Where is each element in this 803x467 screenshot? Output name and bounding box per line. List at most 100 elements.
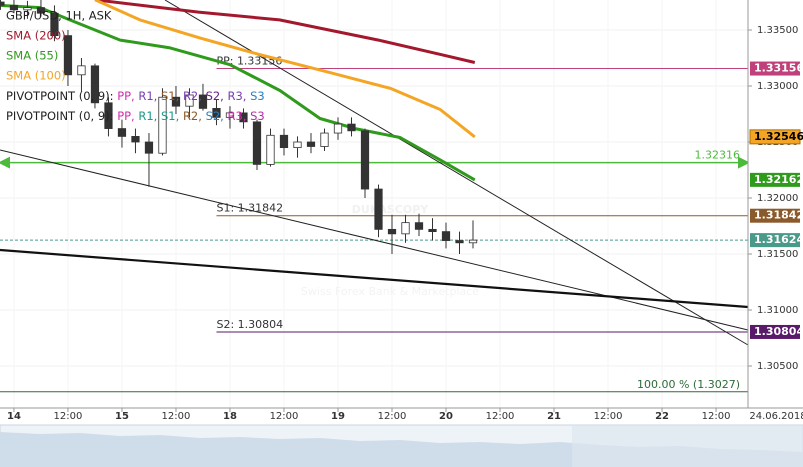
candle-body <box>36 7 46 14</box>
legend-part: PIVOTPOINT (0, 9): <box>6 89 117 103</box>
price-box-label: 1.33156 <box>754 62 803 75</box>
legend-part: S3 <box>250 89 265 103</box>
legend-label: SMA (200) <box>6 29 66 43</box>
date-label: 24.06.2018 <box>749 411 803 422</box>
x-tick-label: 19 <box>331 411 345 422</box>
legend-label: SMA (100) <box>6 69 66 83</box>
trend-line <box>0 248 749 309</box>
price-box <box>750 172 800 187</box>
x-tick-label: 12:00 <box>702 411 731 422</box>
legend-part: R3, <box>228 109 251 123</box>
x-tick-label: 12:00 <box>594 411 623 422</box>
chart-title: GBP/USD, 1H, ASK <box>6 9 112 23</box>
candle-body <box>374 188 383 230</box>
levels: PP: 1.33156 1.32316 S1: 1.31842 S2: 1.30804… <box>0 55 750 393</box>
x-tick-label: 20 <box>439 411 453 422</box>
x-tick-label: 12:00 <box>378 411 407 422</box>
candle-body <box>401 222 410 235</box>
candle-body <box>347 123 356 132</box>
candle-body <box>455 240 464 244</box>
candle-body <box>50 12 59 37</box>
x-tick-label: 12:00 <box>54 411 83 422</box>
price-box-label: 1.32162 <box>754 173 803 186</box>
level-label: S2: 1.30804 <box>216 318 283 331</box>
y-tick-label: 1.31500 <box>757 249 798 260</box>
trend-line <box>164 0 749 346</box>
candle-body <box>239 112 248 123</box>
level-label: 100.00 % (1.3027) <box>637 378 740 391</box>
level-label: PP: 1.33156 <box>216 55 282 68</box>
price-box <box>750 61 800 76</box>
trend-lines <box>0 0 749 346</box>
y-tick-label: 1.31000 <box>757 305 798 316</box>
price-box-label: 1.32546 <box>754 130 803 143</box>
level-label: S1: 1.31842 <box>216 202 283 215</box>
y-tick-label: 1.32000 <box>757 193 798 204</box>
candle-body <box>279 134 289 149</box>
sma-line <box>94 0 476 64</box>
x-tick-label: 18 <box>223 411 237 422</box>
legend-part: R2, <box>183 109 206 123</box>
navigator-window[interactable] <box>572 425 803 467</box>
candle-body <box>266 134 275 165</box>
candle-body <box>468 239 478 244</box>
candle-body <box>360 130 370 190</box>
level-label: 1.32316 <box>695 149 741 162</box>
price-box <box>749 129 801 145</box>
legend-part: S1, <box>161 109 183 123</box>
price-box <box>750 208 800 223</box>
candle-body <box>428 228 437 233</box>
candle-body <box>104 102 113 129</box>
legend-part: S2, <box>206 109 228 123</box>
navigator <box>0 424 803 467</box>
candle-body <box>414 222 424 230</box>
legend-part: R2, <box>183 89 206 103</box>
legend-part: R1, <box>138 89 161 103</box>
y-tick-label: 1.30500 <box>757 361 798 372</box>
candle-body <box>117 128 127 137</box>
candles <box>0 0 478 255</box>
y-tick-label: 1.33500 <box>757 25 798 36</box>
legend-part: R3, <box>228 89 251 103</box>
candle-body <box>23 7 32 11</box>
legend-label: PIVOTPOINT (0, 9): PP, R1, S1, R2, S2, R… <box>6 109 265 123</box>
candle-body <box>225 112 235 118</box>
candle-body <box>306 141 316 147</box>
candle-body <box>158 96 167 154</box>
trend-line <box>0 149 749 331</box>
price-box-label: 1.31624 <box>754 233 803 246</box>
axes: 1.305001.310001.315001.320001.325001.330… <box>7 25 803 422</box>
legend-part: PP, <box>117 109 138 123</box>
sma-line <box>0 3 476 182</box>
candle-body <box>90 65 100 104</box>
legend: GBP/USD, 1H, ASK SMA (200) SMA (55) SMA (1… <box>6 9 265 123</box>
candle-body <box>0 1 5 6</box>
candle-body <box>171 96 181 107</box>
legend-label: SMA (55) <box>6 49 58 63</box>
x-tick-label: 12:00 <box>486 411 515 422</box>
grid <box>0 29 748 367</box>
x-tick-label: 21 <box>547 411 561 422</box>
candle-body <box>441 231 451 241</box>
legend-part: S2, <box>206 89 228 103</box>
candle-body <box>131 136 140 143</box>
watermark: DUKASCOPY <box>352 203 430 216</box>
x-tick-label: 12:00 <box>162 411 191 422</box>
candle-body <box>252 121 262 165</box>
candle-body <box>293 141 302 149</box>
candle-body <box>185 94 194 107</box>
candle-body <box>9 4 19 11</box>
candle-body <box>320 132 329 147</box>
candle-body <box>333 123 343 134</box>
candle-body <box>144 141 154 154</box>
legend-part: PIVOTPOINT (0, 9): <box>6 109 117 123</box>
x-tick-label: 22 <box>655 411 669 422</box>
legend-part: PP, <box>117 89 138 103</box>
x-tick-label: 15 <box>115 411 129 422</box>
legend-part: R1, <box>138 109 161 123</box>
watermark-subtitle: Swiss Forex Bank & Marketplace <box>301 285 479 298</box>
price-box-label: 1.30804 <box>754 325 803 338</box>
candle-body <box>387 228 397 235</box>
candle-body <box>198 94 208 109</box>
